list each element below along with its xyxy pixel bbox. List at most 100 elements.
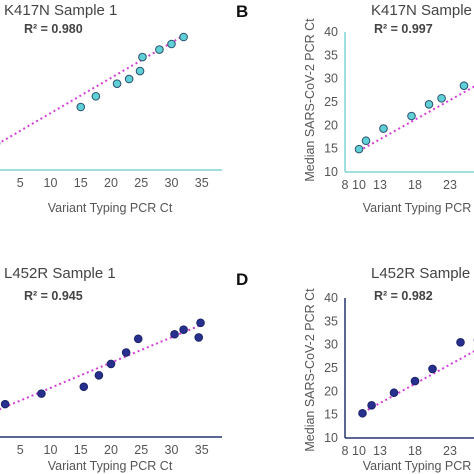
x-tick-label: 8 [342,444,349,458]
data-point [37,389,46,398]
y-tick-label: 30 [324,72,338,86]
data-point [358,408,367,418]
r-squared-label: R² = 0.997 [374,22,433,36]
y-tick-label: 20 [324,384,338,398]
y-axis-label: Median SARS-CoV-2 PCR Ct [303,18,317,182]
data-points [0,32,188,146]
y-tick-label: 25 [324,361,338,375]
x-tick-label: 23 [443,444,457,458]
chart-title: K417N Sample 1 [4,2,117,19]
data-point [196,318,205,328]
data-point [410,376,420,386]
data-point [76,102,86,112]
trendline-group [0,34,185,144]
x-tick-label: 13 [373,444,387,458]
data-points [354,81,469,154]
x-tick-label: 5 [17,176,24,190]
data-point [0,399,10,409]
y-tick-label: 15 [324,408,338,422]
panel-k417n-sample-2: B K417N Sample 2 R² = 0.997 Variant Typi… [236,2,474,215]
x-tick-label: 10 [44,176,58,190]
data-point [124,74,134,84]
data-point [354,144,364,154]
y-axis-label: Median SARS-CoV-2 PCR Ct [303,288,317,452]
data-point [407,111,416,121]
data-point [194,333,204,342]
data-point [155,45,164,54]
data-point [138,52,147,62]
y-tick-label: 10 [324,431,338,445]
x-axis-label: Variant Typing PCR Ct [363,201,474,215]
data-point [106,359,116,369]
r-squared-label: R² = 0.982 [374,289,433,303]
x-tick-label: 30 [165,443,179,457]
x-tick-label: 8 [342,178,349,192]
data-point [167,39,176,49]
data-point [424,100,434,109]
x-axis-label: Variant Typing PCR Ct [48,201,173,215]
data-point [367,401,376,410]
trendline-group [358,350,474,416]
panel-l452r-sample-2: D L452R Sample 2 R² = 0.982 Variant Typi… [236,265,474,473]
data-point [112,79,122,88]
y-tick-label: 40 [324,25,338,39]
data-point [428,364,437,374]
trendline [0,34,185,144]
data-point [179,325,188,334]
y-tick-label: 25 [324,95,338,109]
data-points [0,318,205,409]
data-point [79,382,89,392]
x-tick-label: 18 [408,178,422,192]
x-tick-label: 20 [104,443,118,457]
trendline [0,323,203,411]
data-point [437,93,446,103]
x-tick-label: 13 [373,178,387,192]
x-tick-label: 35 [195,176,209,190]
data-point [94,371,104,380]
data-point [389,388,399,398]
data-point [91,91,101,101]
r-squared-label: R² = 0.945 [24,289,83,303]
data-point [135,66,145,76]
panel-l452r-sample-1: L452R Sample 1 R² = 0.945 Variant Typing… [0,265,222,473]
x-tick-label: 25 [134,443,148,457]
chart-title: K417N Sample 2 [371,2,474,19]
data-point [121,348,131,357]
x-tick-label: 18 [408,444,422,458]
x-tick-label: 23 [443,178,457,192]
axes: 5 10 15 20 25 30 35 [0,436,222,457]
x-axis-label: Variant Typing PCR Ct [363,459,474,473]
y-tick-label: 10 [324,165,338,179]
panel-letter: B [236,2,248,21]
chart-title: L452R Sample 1 [4,265,116,282]
chart-title: L452R Sample 2 [371,265,474,282]
x-tick-label: 30 [165,176,179,190]
y-tick-label: 30 [324,338,338,352]
data-points [358,338,474,418]
y-tick-label: 35 [324,48,338,62]
x-axis-label: Variant Typing PCR Ct [48,459,173,473]
data-point [379,124,388,133]
y-tick-label: 20 [324,118,338,132]
x-tick-label: 20 [104,176,118,190]
x-tick-label: 10 [44,443,58,457]
x-tick-label: 5 [17,443,24,457]
data-point [361,136,371,146]
data-point [459,81,469,90]
x-tick-label: 10 [352,444,366,458]
y-tick-label: 40 [324,291,338,305]
trendline [358,85,474,152]
trendline [358,350,474,416]
x-tick-label: 15 [74,443,88,457]
axes: 5 10 15 20 25 30 35 [0,169,222,190]
data-point [179,32,188,42]
data-point [133,334,143,344]
trendline-group [0,323,203,411]
panel-letter: D [236,270,248,289]
y-tick-label: 35 [324,314,338,328]
trendline-group [358,85,474,152]
r-squared-label: R² = 0.980 [24,22,83,36]
